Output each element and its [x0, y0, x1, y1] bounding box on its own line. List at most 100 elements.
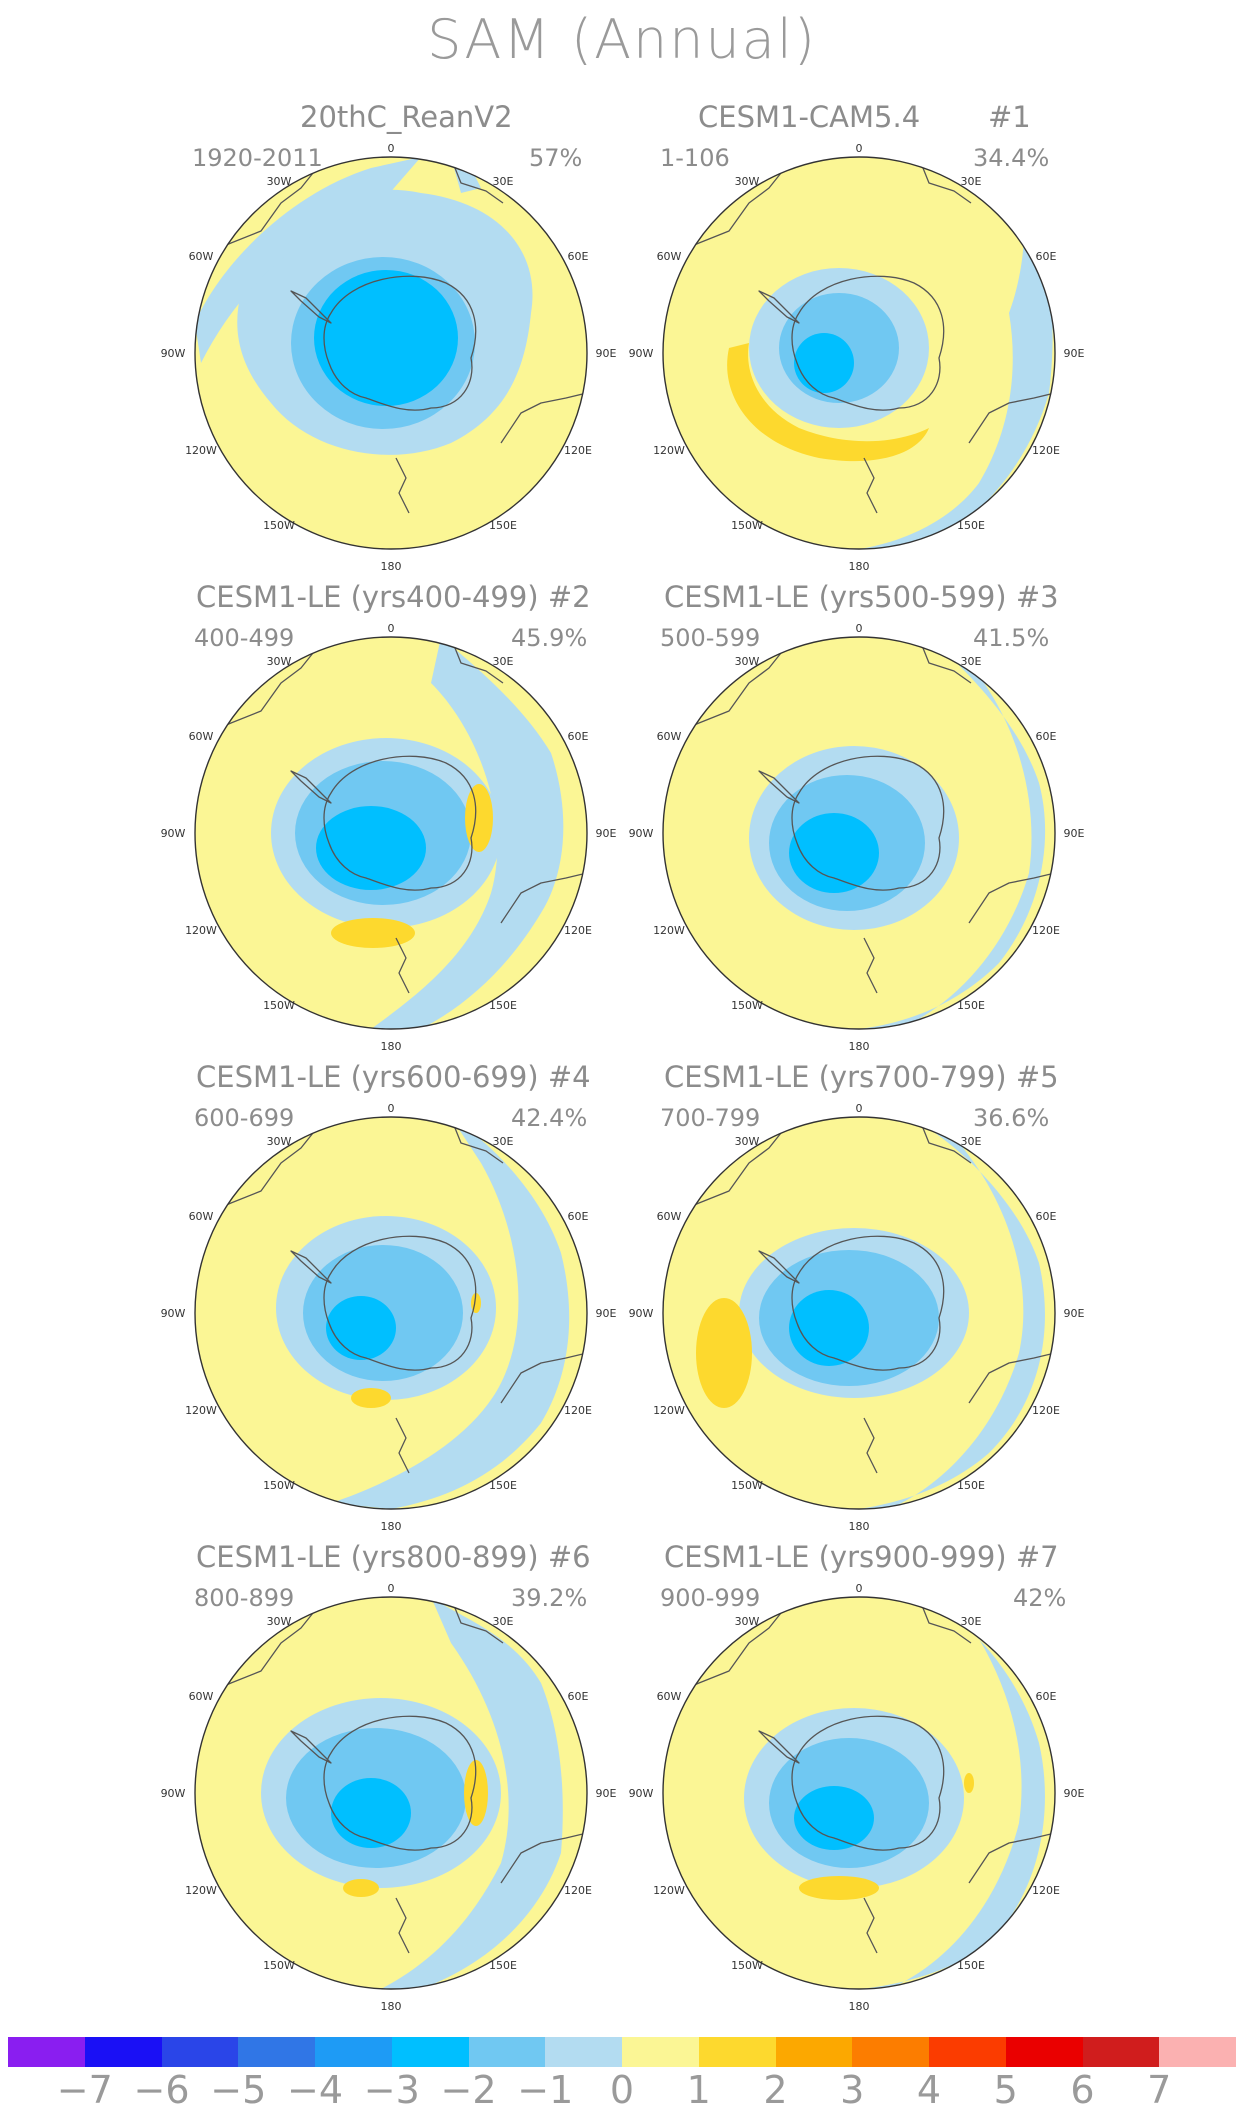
longitude-label: 120E	[564, 444, 592, 457]
colorbar-label: 0	[609, 2068, 635, 2112]
colorbar-label: −5	[210, 2068, 267, 2112]
longitude-label: 30W	[735, 1615, 760, 1628]
coastline	[290, 1250, 332, 1284]
coastline	[863, 937, 878, 994]
polar-map: 0 30E 60E 90E 120E 150E 180 150W 120W 90W 60W 30W	[629, 142, 1085, 573]
longitude-label: 90W	[629, 827, 654, 840]
longitude-label: 60W	[657, 1690, 682, 1703]
longitude-label: 150E	[957, 999, 985, 1012]
contour-region	[789, 813, 879, 893]
longitude-label: 180	[381, 2000, 402, 2013]
longitude-label: 60E	[1036, 730, 1057, 743]
coastline	[758, 290, 800, 324]
coastline	[500, 392, 587, 444]
map-panel-le-6: 0 30E 60E 90E 120E 150E 180 150W 120W 90W 60W 30W C…	[161, 1540, 750, 2040]
colorbar-swatch	[8, 2037, 85, 2067]
longitude-label: 180	[849, 560, 870, 573]
longitude-label: 60W	[657, 1210, 682, 1223]
longitude-label: 60E	[568, 730, 589, 743]
map-panel-le-2: 0 30E 60E 90E 120E 150E 180 150W 120W 90W 60W 30W C…	[161, 580, 750, 1080]
colorbar	[8, 2037, 1236, 2067]
contour-field	[663, 157, 1055, 549]
longitude-label: 90W	[629, 347, 654, 360]
contour-region	[331, 918, 415, 948]
contour-region	[859, 157, 1053, 549]
longitude-label: 30E	[961, 175, 982, 188]
main-title: SAM (Annual)	[427, 8, 817, 71]
longitude-label: 90E	[1064, 347, 1085, 360]
longitude-label: 60E	[1036, 1690, 1057, 1703]
coastline	[395, 1897, 410, 1954]
panel-percent: 36.6%	[973, 1104, 1050, 1132]
map-panel-le-4: 0 30E 60E 90E 120E 150E 180 150W 120W 90W 60W 30W C…	[161, 1060, 750, 1560]
longitude-label: 60W	[657, 250, 682, 263]
colorbar-swatch	[391, 2037, 469, 2067]
contour-field	[663, 1117, 1055, 1509]
panel-title: CESM1-LE (yrs600-699) #4	[196, 1060, 591, 1094]
coastline	[863, 1417, 878, 1474]
panel-title: CESM1-LE (yrs500-599) #3	[664, 580, 1059, 614]
panel-period: 500-599	[660, 624, 761, 652]
panel-period: 700-799	[660, 1104, 761, 1132]
colorbar-swatch	[468, 2037, 546, 2067]
longitude-label: 150W	[263, 1479, 295, 1492]
contour-region	[343, 1879, 379, 1897]
longitude-label: 120E	[1032, 444, 1060, 457]
colorbar-swatch	[238, 2037, 315, 2067]
panel-title: 20thC_ReanV2	[300, 100, 513, 134]
colorbar-swatch	[1082, 2037, 1160, 2067]
contour-region	[316, 806, 426, 890]
polar-map: 0 30E 60E 90E 120E 150E 180 150W 120W 90W 60W 30W	[161, 1102, 617, 1533]
polar-map: 0 30E 60E 90E 120E 150E 180 150W 120W 90W 60W 30W	[161, 1582, 617, 2013]
map-boundary	[194, 156, 588, 550]
longitude-label: 0	[856, 1102, 863, 1115]
longitude-label: 0	[388, 622, 395, 635]
contour-region	[789, 1290, 869, 1366]
longitude-label: 30E	[961, 1615, 982, 1628]
longitude-label: 90W	[629, 1307, 654, 1320]
colorbar-swatch	[1159, 2037, 1236, 2067]
colorbar-label: 7	[1147, 2068, 1172, 2112]
contour-field	[663, 1597, 1055, 1989]
colorbar-label: 3	[840, 2068, 865, 2112]
panel-percent: 42.4%	[511, 1104, 588, 1132]
colorbar-label: −7	[56, 2068, 113, 2112]
colorbar-label: 5	[993, 2068, 1018, 2112]
panel-period: 600-699	[194, 1104, 295, 1132]
panel-percent: 34.4%	[973, 144, 1050, 172]
antarctica-coastline	[791, 755, 945, 891]
longitude-label: 60E	[568, 250, 589, 263]
longitude-label: 150W	[263, 1959, 295, 1972]
map-boundary	[194, 1596, 588, 1990]
longitude-label: 150W	[731, 1959, 763, 1972]
antarctica-coastline	[323, 1235, 477, 1371]
contour-region	[727, 343, 929, 462]
coastline	[395, 937, 410, 994]
longitude-label: 30W	[267, 655, 292, 668]
coastline	[395, 457, 410, 514]
polar-map: 0 30E 60E 90E 120E 150E 180 150W 120W 90W 60W 30W	[629, 1582, 1085, 2013]
panel-title: CESM1-LE (yrs800-899) #6	[196, 1540, 591, 1574]
colorbar-swatch	[852, 2037, 929, 2067]
colorbar-label: −1	[517, 2068, 574, 2112]
map-boundary	[662, 1596, 1056, 1990]
colorbar-swatch	[775, 2037, 853, 2067]
panel-period: 1920-2011	[192, 144, 323, 172]
contour-region	[326, 1296, 396, 1360]
panel-title: CESM1-LE (yrs700-799) #5	[664, 1060, 1059, 1094]
panel-period: 400-499	[194, 624, 295, 652]
colorbar-label: 2	[763, 2068, 788, 2112]
longitude-label: 180	[381, 560, 402, 573]
polar-map: 0 30E 60E 90E 120E 150E 180 150W 120W 90W 60W 30W	[161, 142, 617, 573]
longitude-label: 90E	[596, 1787, 617, 1800]
longitude-label: 60W	[189, 730, 214, 743]
longitude-label: 60E	[568, 1210, 589, 1223]
colorbar-label: 4	[916, 2068, 942, 2112]
contour-region	[331, 1117, 570, 1509]
longitude-label: 120E	[1032, 924, 1060, 937]
contour-field	[195, 1597, 587, 1989]
coastline	[450, 637, 504, 684]
colorbar-swatch	[698, 2037, 776, 2067]
panel-period: 800-899	[194, 1584, 295, 1612]
map-panel-le-5: 0 30E 60E 90E 120E 150E 180 150W 120W 90W 60W 30W C…	[629, 1060, 1218, 1560]
